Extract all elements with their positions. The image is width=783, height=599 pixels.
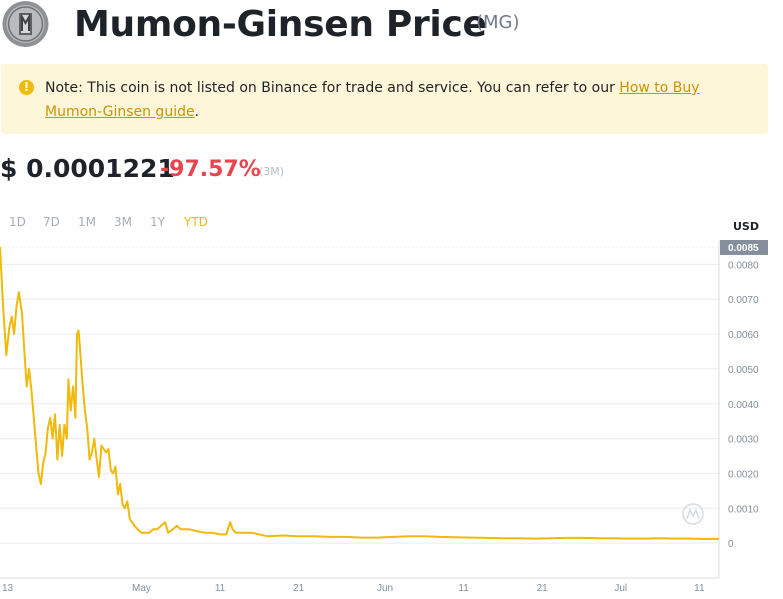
how-to-buy-link[interactable]: How to Buy Mumon-Ginsen guide	[45, 80, 700, 120]
y-tick-label: 0.0060	[728, 330, 759, 341]
currency-label: USD	[733, 220, 759, 233]
current-price: $ 0.0001221	[0, 154, 175, 183]
change-period: (3M)	[259, 165, 285, 178]
tab-range-1d[interactable]: 1D	[9, 215, 26, 229]
y-tick-label: 0.0040	[728, 400, 759, 411]
coin-logo	[2, 1, 49, 47]
current-price-marker	[720, 240, 768, 255]
x-tick-label: Jul	[614, 583, 627, 594]
x-tick-label: 11	[458, 583, 469, 594]
y-tick-label: 0.0070	[728, 295, 759, 306]
exclamation-icon: !	[19, 80, 34, 95]
page-title: Mumon-Ginsen Price	[74, 4, 487, 45]
x-tick-label: May	[132, 583, 151, 594]
x-axis: 13 May 11 21 Jun 11 21 Jul 11	[2, 583, 705, 594]
coin-symbol: (MG)	[476, 12, 520, 33]
x-tick-label: 13	[2, 583, 14, 594]
tab-range-7d[interactable]: 7D	[43, 215, 60, 229]
x-tick-label: 11	[215, 583, 226, 594]
x-tick-label: 11	[694, 583, 705, 594]
y-axis: 0.0085 0.0080 0.0070 0.0060 0.0050 0.0040 0.00…	[720, 240, 768, 550]
y-tick-label: 0.0050	[728, 365, 759, 376]
binance-watermark-icon	[682, 503, 704, 525]
chart-gridlines	[0, 240, 720, 579]
x-tick-label: Jun	[377, 583, 393, 594]
y-tick-label: 0	[728, 539, 734, 550]
tab-range-1y[interactable]: 1Y	[150, 215, 165, 229]
notice-suffix: .	[194, 104, 200, 120]
x-tick-label: 21	[293, 583, 305, 594]
price-chart[interactable]: 0.0085 0.0080 0.0070 0.0060 0.0050 0.0040 0.00…	[0, 240, 783, 599]
notice-banner: ! Note: This coin is not listed on Binan…	[1, 64, 768, 134]
tab-range-ytd[interactable]: YTD	[184, 215, 208, 229]
tab-range-1m[interactable]: 1M	[78, 215, 96, 229]
tab-range-3m[interactable]: 3M	[114, 215, 132, 229]
notice-message: Note: This coin is not listed on Binance…	[45, 80, 620, 96]
x-tick-label: 21	[537, 583, 549, 594]
y-tick-label: 0.0010	[728, 504, 759, 515]
y-tick-label: 0.0030	[728, 435, 759, 446]
current-price-marker-label: 0.0085	[728, 243, 759, 254]
price-change: -97.57%	[160, 157, 261, 182]
price-line	[0, 246, 720, 540]
notice-text: Note: This coin is not listed on Binance…	[45, 76, 745, 124]
y-tick-label: 0.0020	[728, 469, 759, 480]
y-tick-label: 0.0080	[728, 260, 759, 271]
